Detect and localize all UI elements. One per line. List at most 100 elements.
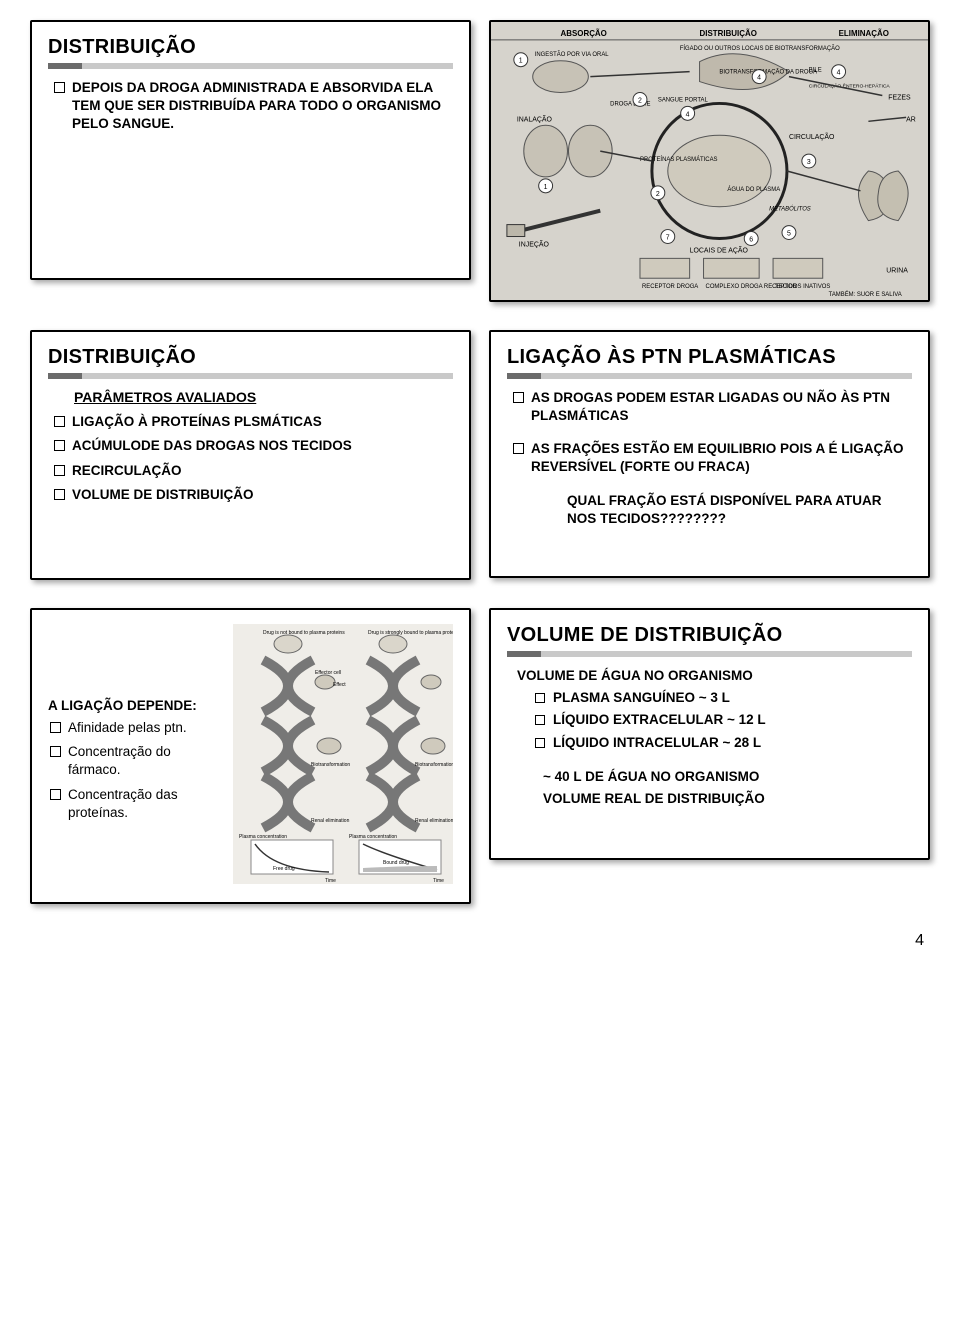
title-rule <box>507 651 912 657</box>
title-distribuicao-1: DISTRIBUIÇÃO <box>48 36 453 59</box>
lbl-ingestao: INGESTÃO POR VIA ORAL <box>535 51 610 58</box>
lbl-fezes: FEZES <box>888 94 911 101</box>
volume-tail1: ~ 40 L DE ÁGUA NO ORGANISMO <box>543 768 912 786</box>
lbl-ar: AR <box>906 116 916 123</box>
depende-item: Afinidade pelas ptn. <box>48 719 219 737</box>
card-diagram-pk: ABSORÇÃO DISTRIBUIÇÃO ELIMINAÇÃO INGESTÃ… <box>489 20 930 302</box>
title-rule <box>48 373 453 379</box>
lbl-renal2: Renal elimination <box>415 818 453 824</box>
volume-lead: VOLUME DE ÁGUA NO ORGANISMO <box>517 667 912 685</box>
lbl-renal1: Renal elimination <box>311 818 350 824</box>
depende-list: Afinidade pelas ptn. Concentração do fár… <box>48 719 219 822</box>
lbl-plasmaconc1: Plasma concentration <box>239 834 287 840</box>
card-distribuicao-intro: DISTRIBUIÇÃO DEPOIS DA DROGA ADMINISTRAD… <box>30 20 471 280</box>
param-item: LIGAÇÃO À PROTEÍNAS PLSMÁTICAS <box>52 413 453 431</box>
lbl-injecao: INJEÇÃO <box>519 239 550 248</box>
volume-item: LÍQUIDO EXTRACELULAR ~ 12 L <box>535 711 912 729</box>
lbl-notbound: Drug is not bound to plasma proteins <box>263 630 345 636</box>
row1-right: ABSORÇÃO DISTRIBUIÇÃO ELIMINAÇÃO INGESTÃ… <box>489 20 930 302</box>
lbl-biotrans1: Biotransformation <box>311 762 350 768</box>
lbl-effect1: Effect <box>333 682 346 688</box>
lbl-locais: LOCAIS DE AÇÃO <box>690 245 749 254</box>
depende-item: Concentração das proteínas. <box>48 786 219 822</box>
binding-diagram-svg: Drug is not bound to plasma proteins Dru… <box>233 624 453 884</box>
parametros-list: LIGAÇÃO À PROTEÍNAS PLSMÁTICAS ACÚMULODE… <box>52 413 453 504</box>
lbl-eliminacao: ELIMINAÇÃO <box>839 29 889 38</box>
svg-text:4: 4 <box>757 75 761 82</box>
row3-right: VOLUME DE DISTRIBUIÇÃO VOLUME DE ÁGUA NO… <box>489 608 930 904</box>
lbl-sangue-portal: SANGUE PORTAL <box>658 97 709 103</box>
ptn-item: AS DROGAS PODEM ESTAR LIGADAS OU NÃO ÀS … <box>511 389 912 425</box>
lbl-absorcao: ABSORÇÃO <box>561 29 607 38</box>
volume-item: LÍQUIDO INTRACELULAR ~ 28 L <box>535 734 912 752</box>
card-parametros: DISTRIBUIÇÃO PARÂMETROS AVALIADOS LIGAÇÃ… <box>30 330 471 580</box>
card-volume: VOLUME DE DISTRIBUIÇÃO VOLUME DE ÁGUA NO… <box>489 608 930 860</box>
card-ligacao-depende: A LIGAÇÃO DEPENDE: Afinidade pelas ptn. … <box>30 608 471 904</box>
param-item: VOLUME DE DISTRIBUIÇÃO <box>52 486 453 504</box>
row-2: DISTRIBUIÇÃO PARÂMETROS AVALIADOS LIGAÇÃ… <box>30 330 930 580</box>
row-3: A LIGAÇÃO DEPENDE: Afinidade pelas ptn. … <box>30 608 930 904</box>
row3-left: A LIGAÇÃO DEPENDE: Afinidade pelas ptn. … <box>30 608 471 904</box>
volume-list: PLASMA SANGUÍNEO ~ 3 L LÍQUIDO EXTRACELU… <box>535 689 912 752</box>
lbl-tambem: TAMBÉM: SUOR E SALIVA <box>829 291 902 298</box>
intro-list: DEPOIS DA DROGA ADMINISTRADA E ABSORVIDA… <box>52 79 453 134</box>
svg-text:1: 1 <box>519 58 523 65</box>
lbl-effector1: Effector cell <box>315 670 341 676</box>
title-rule <box>507 373 912 379</box>
lbl-time2: Time <box>433 878 444 884</box>
row1-left: DISTRIBUIÇÃO DEPOIS DA DROGA ADMINISTRAD… <box>30 20 471 302</box>
lbl-metabolitos: METABÓLITOS <box>769 206 811 213</box>
depende-item: Concentração do fármaco. <box>48 743 219 779</box>
card-ptn: LIGAÇÃO ÀS PTN PLASMÁTICAS AS DROGAS POD… <box>489 330 930 578</box>
volume-item: PLASMA SANGUÍNEO ~ 3 L <box>535 689 912 707</box>
lbl-bounddrug: Bound drug <box>383 860 409 866</box>
lbl-figado: FÍGADO OU OUTROS LOCAIS DE BIOTRANSFORMA… <box>680 45 840 52</box>
ptn-list: AS DROGAS PODEM ESTAR LIGADAS OU NÃO ÀS … <box>511 389 912 476</box>
lbl-free: Free drug <box>273 866 295 872</box>
depende-heading: A LIGAÇÃO DEPENDE: <box>48 698 219 713</box>
lbl-biotrans: BIOTRANSFORMAÇÃO DA DROGA <box>719 69 817 76</box>
svg-text:2: 2 <box>656 191 660 198</box>
param-item: RECIRCULAÇÃO <box>52 462 453 480</box>
lbl-inalacao: INALAÇÃO <box>517 114 553 123</box>
page: DISTRIBUIÇÃO DEPOIS DA DROGA ADMINISTRAD… <box>0 0 960 970</box>
lbl-receptor: RECEPTOR DROGA <box>642 284 698 290</box>
title-distribuicao-2: DISTRIBUIÇÃO <box>48 346 453 369</box>
title-rule <box>48 63 453 69</box>
title-wrap: DISTRIBUIÇÃO <box>48 36 453 69</box>
ptn-item: AS FRAÇÕES ESTÃO EM EQUILIBRIO POIS A É … <box>511 440 912 476</box>
svg-text:4: 4 <box>837 70 841 77</box>
lbl-biotrans2: Biotransformation <box>415 762 453 768</box>
title-volume: VOLUME DE DISTRIBUIÇÃO <box>507 624 912 647</box>
lbl-bound: Drug is strongly bound to plasma protein… <box>368 630 453 636</box>
lbl-time1: Time <box>325 878 336 884</box>
svg-text:3: 3 <box>807 159 811 166</box>
depende-textcol: A LIGAÇÃO DEPENDE: Afinidade pelas ptn. … <box>48 624 219 884</box>
svg-text:1: 1 <box>544 184 548 191</box>
param-item: ACÚMULODE DAS DROGAS NOS TECIDOS <box>52 437 453 455</box>
svg-text:5: 5 <box>787 231 791 238</box>
svg-text:4: 4 <box>686 111 690 118</box>
row-1: DISTRIBUIÇÃO DEPOIS DA DROGA ADMINISTRAD… <box>30 20 930 302</box>
binding-diagram-placeholder: Drug is not bound to plasma proteins Dru… <box>233 624 453 884</box>
row2-left: DISTRIBUIÇÃO PARÂMETROS AVALIADOS LIGAÇÃ… <box>30 330 471 580</box>
title-ptn: LIGAÇÃO ÀS PTN PLASMÁTICAS <box>507 346 912 369</box>
lbl-proteinas: PROTEÍNAS PLASMÁTICAS <box>640 156 718 163</box>
page-number: 4 <box>30 932 924 950</box>
lbl-tecidos: TECIDOS INATIVOS <box>775 284 830 290</box>
volume-tail2: VOLUME REAL DE DISTRIBUIÇÃO <box>543 790 912 808</box>
pk-diagram-placeholder: ABSORÇÃO DISTRIBUIÇÃO ELIMINAÇÃO INGESTÃ… <box>491 22 928 300</box>
intro-item: DEPOIS DA DROGA ADMINISTRADA E ABSORVIDA… <box>52 79 453 134</box>
lbl-circ: CIRCULAÇÃO <box>789 132 835 141</box>
subhead-parametros: PARÂMETROS AVALIADOS <box>74 389 453 405</box>
lbl-urina: URINA <box>886 267 908 274</box>
svg-text:6: 6 <box>749 236 753 243</box>
pk-diagram-svg: ABSORÇÃO DISTRIBUIÇÃO ELIMINAÇÃO INGESTÃ… <box>491 22 928 300</box>
row2-right: LIGAÇÃO ÀS PTN PLASMÁTICAS AS DROGAS POD… <box>489 330 930 580</box>
lbl-distribuicao: DISTRIBUIÇÃO <box>700 29 757 38</box>
ptn-tail: QUAL FRAÇÃO ESTÁ DISPONÍVEL PARA ATUAR N… <box>567 492 912 528</box>
svg-text:7: 7 <box>666 234 670 241</box>
svg-text:2: 2 <box>638 97 642 104</box>
lbl-bile: BILE <box>809 68 822 74</box>
lbl-plasmaconc2: Plasma concentration <box>349 834 397 840</box>
